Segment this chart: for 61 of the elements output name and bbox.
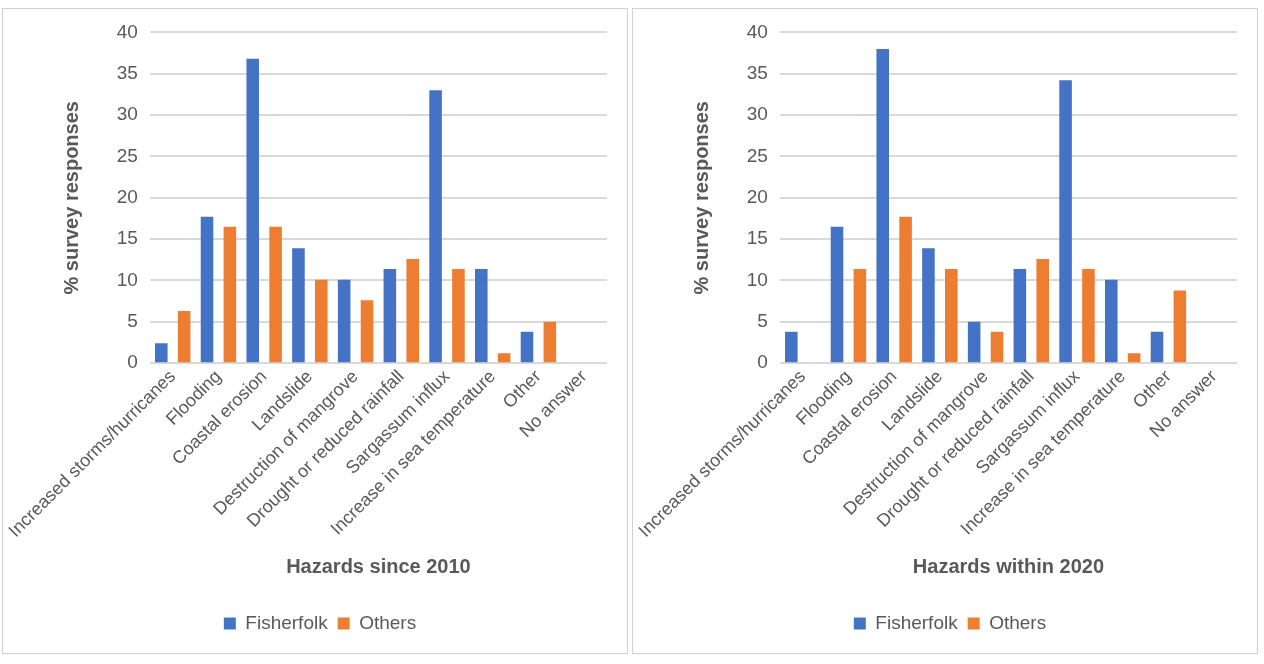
bar [269,226,282,363]
bar [1059,80,1072,363]
bar [1036,258,1050,363]
bar [967,321,981,363]
y-tick-label: 30 [746,103,768,125]
bar [990,331,1004,363]
bar [785,331,798,363]
y-axis-title: % survey responses [60,101,83,295]
bar [497,353,511,363]
bar [1127,353,1141,363]
y-tick-label: 15 [116,227,138,249]
y-tick-label: 15 [746,227,768,249]
bar [315,279,328,363]
bar [899,216,912,363]
bar [383,268,397,363]
bar [1013,268,1027,363]
bar [830,226,844,363]
x-axis-title: Hazards since 2010 [286,554,471,577]
y-tick-label: 20 [116,186,138,208]
y-tick-label: 5 [127,310,138,332]
y-tick-label: 35 [116,61,138,83]
bar [853,268,867,363]
bar [360,300,374,363]
bar [292,248,305,363]
bar [246,58,260,363]
bar [155,343,168,363]
bar [945,268,958,363]
bar [223,226,237,363]
y-tick-label: 25 [746,144,768,166]
bar [922,248,935,363]
bar [1150,331,1164,363]
x-axis-title: Hazards within 2020 [912,554,1105,577]
y-tick-label: 40 [746,20,768,42]
legend-label: Fisherfolk [245,611,329,633]
bar [200,216,214,363]
bar [406,258,420,363]
y-tick-label: 40 [116,20,138,42]
y-tick-label: 20 [746,186,768,208]
bar [1173,290,1187,363]
bar [520,331,534,363]
bar [177,311,191,363]
bar [429,90,442,363]
legend-label: Others [359,611,417,633]
y-tick-label: 10 [116,268,138,290]
y-tick-label: 25 [116,144,138,166]
y-tick-label: 10 [746,268,768,290]
y-tick-label: 0 [757,351,768,373]
y-tick-label: 35 [746,61,768,83]
legend-label: Fisherfolk [875,611,959,633]
bar [1082,268,1095,363]
bar [543,321,557,363]
bar [1105,279,1118,363]
y-tick-label: 5 [757,310,768,332]
legend-label: Others [989,611,1047,633]
bar [337,279,351,363]
y-axis-title: % survey responses [690,101,713,295]
bar [452,268,465,363]
bar [475,268,488,363]
y-tick-label: 30 [116,103,138,125]
y-tick-label: 0 [127,351,138,373]
bar [876,48,890,363]
